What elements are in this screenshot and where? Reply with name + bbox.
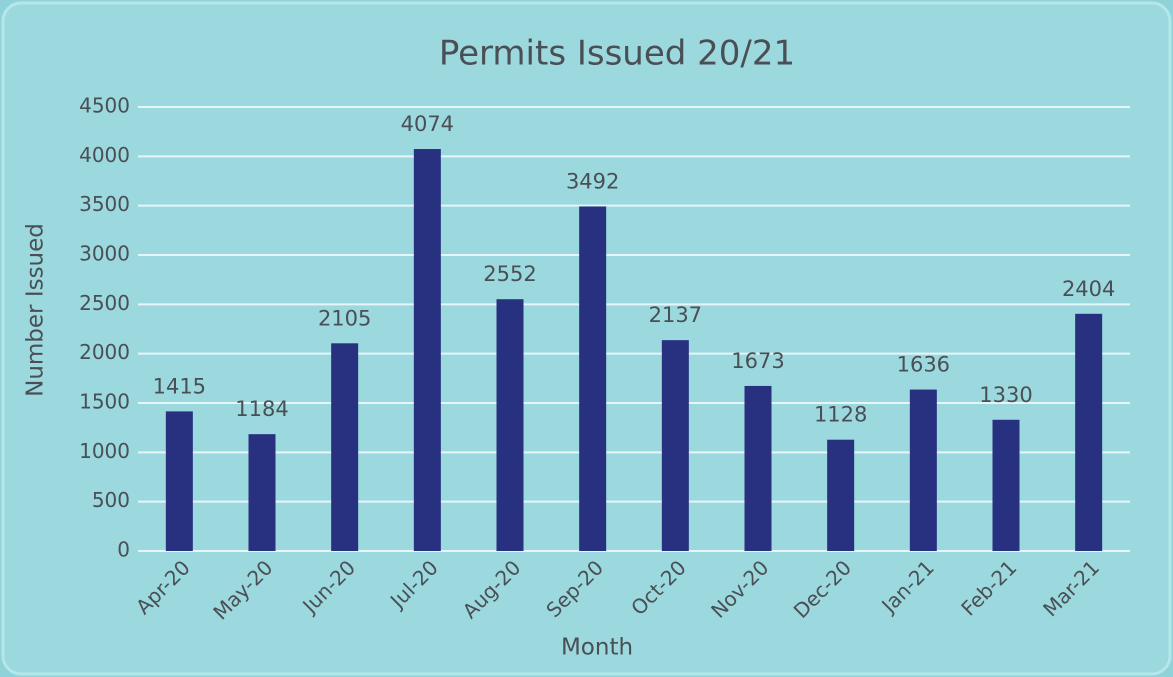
bar: [165, 411, 193, 551]
bar: [579, 206, 607, 551]
data-label: 2105: [318, 306, 371, 330]
y-axis-label: Number Issued: [23, 223, 49, 397]
bar: [909, 389, 937, 551]
y-tick-label: 4500: [79, 94, 130, 118]
data-label: 2552: [483, 262, 536, 286]
data-label: 1184: [235, 397, 288, 421]
y-tick-label: 500: [92, 488, 130, 512]
data-label: 4074: [401, 112, 454, 136]
bar: [744, 385, 772, 551]
data-label: 2404: [1062, 277, 1115, 301]
data-label: 2137: [649, 303, 702, 327]
bar: [992, 419, 1020, 551]
bar: [661, 340, 689, 551]
bar: [331, 343, 359, 551]
data-label: 3492: [566, 169, 619, 193]
y-tick-label: 3500: [79, 192, 130, 216]
bar: [413, 149, 441, 552]
bar: [496, 299, 524, 551]
data-label: 1673: [731, 349, 784, 373]
y-tick-label: 1000: [79, 439, 130, 463]
y-tick-label: 3000: [79, 242, 130, 266]
y-tick-label: 1500: [79, 390, 130, 414]
y-tick-label: 2000: [79, 340, 130, 364]
bar: [1075, 313, 1103, 551]
y-tick-label: 4000: [79, 143, 130, 167]
y-tick-label: 0: [117, 538, 130, 562]
data-label: 1636: [897, 353, 950, 377]
y-tick-label: 2500: [79, 291, 130, 315]
x-axis-label: Month: [561, 635, 633, 661]
chart-title: Permits Issued 20/21: [439, 34, 795, 74]
data-label: 1128: [814, 403, 867, 427]
data-label: 1330: [979, 383, 1032, 407]
bar: [827, 439, 855, 551]
bar: [248, 434, 276, 551]
data-label: 1415: [153, 374, 206, 398]
